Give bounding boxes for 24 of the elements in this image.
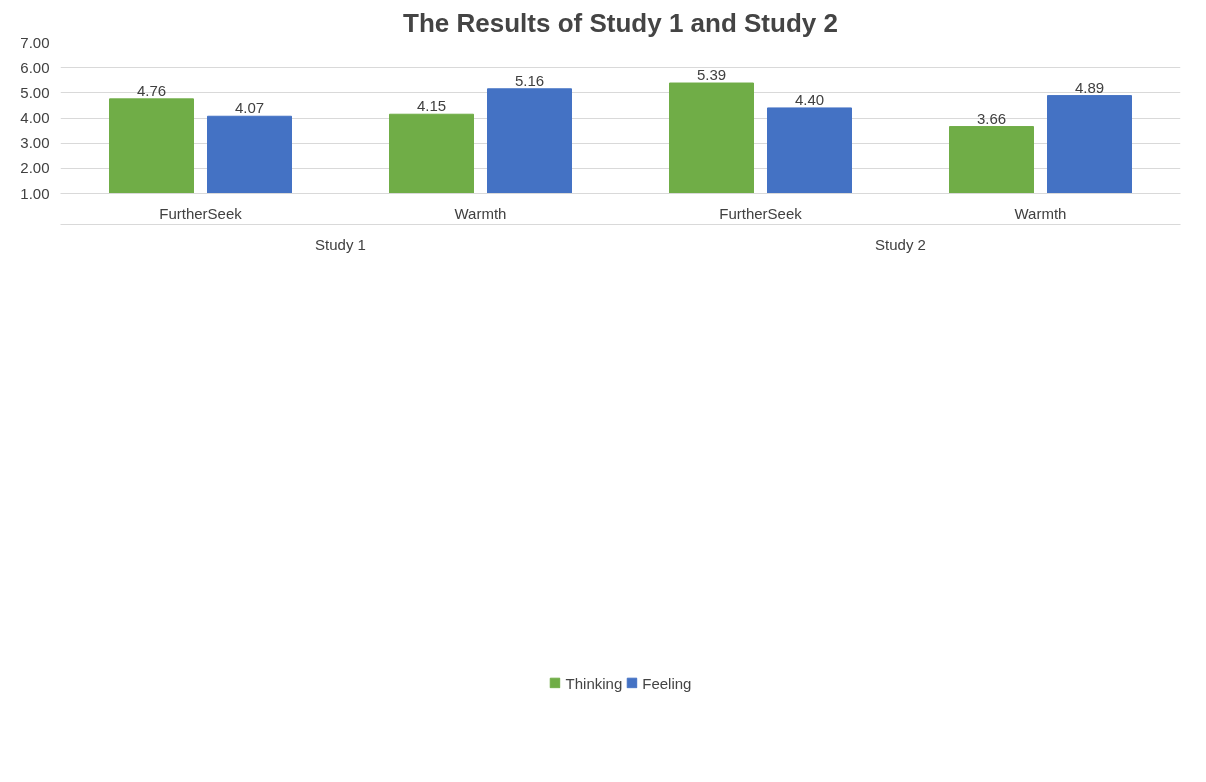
data-label: 4.40: [794, 90, 825, 108]
x-tick-label: Warmth: [454, 204, 507, 222]
data-label: 4.76: [136, 81, 167, 99]
y-tick-label: 2.00: [20, 159, 50, 177]
y-tick-label: 7.00: [20, 33, 50, 51]
y-tick-label: 6.00: [20, 58, 50, 76]
data-label: 4.89: [1074, 78, 1105, 96]
x-tick-label: Warmth: [1014, 204, 1067, 222]
data-label: 3.66: [976, 109, 1007, 127]
data-label: 4.15: [416, 97, 447, 115]
data-label: 5.39: [696, 66, 727, 83]
data-label: 5.16: [514, 71, 545, 89]
chart-title: The Results of Study 1 and Study 2: [403, 7, 838, 38]
data-label: 4.07: [234, 99, 265, 117]
text: Study 1: [315, 235, 366, 253]
x-tick-label: FurtherSeek: [719, 204, 803, 222]
y-tick-label: 3.00: [20, 134, 50, 152]
text: Study 2: [875, 235, 926, 253]
legend-label: Thinking: [565, 674, 623, 692]
legend-label: Feeling: [642, 674, 692, 692]
y-tick-label: 5.00: [20, 83, 50, 101]
y-tick-label: 1.00: [20, 184, 50, 202]
y-tick-label: 4.00: [20, 109, 50, 126]
x-tick-label: FurtherSeek: [159, 204, 243, 222]
